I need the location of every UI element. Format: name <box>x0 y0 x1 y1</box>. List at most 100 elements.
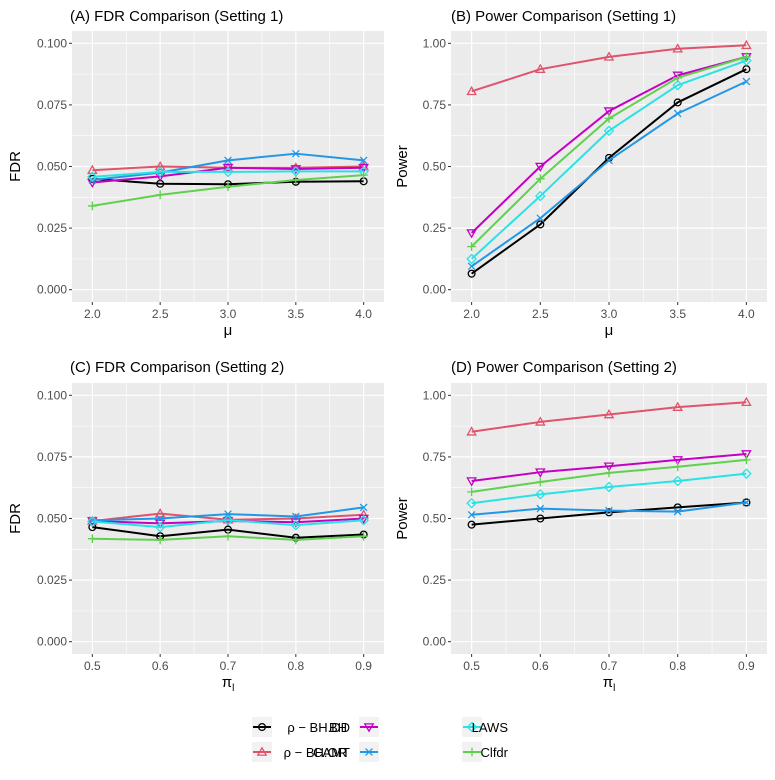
data-point <box>673 507 682 516</box>
legend-label: ρ − BH.DD <box>287 720 350 735</box>
y-axis-title: Power <box>394 497 411 540</box>
series-line <box>471 401 747 433</box>
x-tick-label: 0.9 <box>355 659 372 673</box>
x-tick-label: 3.0 <box>220 307 237 321</box>
data-point <box>290 519 302 531</box>
data-point <box>224 156 232 165</box>
data-point <box>741 455 751 465</box>
data-point <box>534 489 546 500</box>
series-LAWS <box>466 468 752 509</box>
data-point <box>222 163 234 174</box>
legend-label: Clfdr <box>481 745 509 760</box>
data-point <box>466 497 477 509</box>
legend-label: LAWS <box>472 720 509 735</box>
gridlines <box>72 383 384 654</box>
y-tick-label: 0.025 <box>37 573 67 587</box>
data-point <box>603 481 615 493</box>
data-point <box>466 253 477 265</box>
data-point <box>467 510 476 519</box>
data-point <box>673 109 682 118</box>
panel-title: (A) FDR Comparison (Setting 1) <box>70 8 283 25</box>
legend-item-ρ−BH.OR: ρ − BH.OR <box>252 742 347 762</box>
data-point <box>741 468 752 479</box>
data-point <box>359 503 368 512</box>
gridlines <box>451 383 767 654</box>
data-point <box>603 51 615 61</box>
panel-title: (D) Power Comparison (Setting 2) <box>451 359 677 376</box>
data-point <box>672 71 684 81</box>
panel-d-power-setting-2: (D) Power Comparison (Setting 2) 0.00 0.25… <box>394 359 767 694</box>
data-point <box>605 156 613 165</box>
legend-item-LAWS: LAWS <box>462 717 508 737</box>
data-point <box>88 176 97 184</box>
data-point <box>359 170 369 180</box>
y-tick-label: 0.050 <box>37 512 67 526</box>
x-tick-label: 0.7 <box>601 659 618 673</box>
panel-b-power-setting-1: (B) Power Comparison (Setting 1) 0.00 0.25… <box>394 8 767 339</box>
series-line <box>470 55 747 234</box>
data-point <box>87 516 98 527</box>
data-point <box>534 162 546 173</box>
y-tick-label: 0.25 <box>423 573 447 587</box>
x-tick-label: 4.0 <box>355 307 372 321</box>
legend-key-marker <box>467 747 477 757</box>
series-LAWS <box>87 514 369 533</box>
data-point <box>603 107 615 117</box>
legend-key-marker <box>256 746 268 756</box>
data-point <box>535 174 545 184</box>
series-line <box>471 452 747 483</box>
data-point <box>673 98 682 107</box>
legend-item-Clfdr: Clfdr <box>462 742 509 762</box>
data-point <box>535 477 545 487</box>
x-tick-label: 2.0 <box>463 307 480 321</box>
data-point <box>87 171 98 183</box>
data-point <box>741 396 752 407</box>
legend-item-BH: BH <box>252 717 347 737</box>
legend-key-marker <box>257 722 267 732</box>
series-line <box>471 501 747 526</box>
data-point <box>536 504 545 513</box>
y-tick-label: 0.00 <box>423 283 447 297</box>
data-point <box>466 426 477 436</box>
data-point <box>291 149 300 158</box>
data-point <box>224 510 232 518</box>
data-point <box>536 514 545 523</box>
data-point <box>741 39 752 50</box>
y-tick-label: 0.100 <box>37 36 67 50</box>
data-point <box>672 401 684 411</box>
y-tick-label: 0.075 <box>37 98 67 112</box>
y-tick-label: 0.00 <box>423 635 447 649</box>
x-tick-label: 0.5 <box>84 659 101 673</box>
y-tick-label: 0.050 <box>37 160 67 174</box>
data-point <box>467 242 477 251</box>
data-point <box>534 190 546 202</box>
panel-title: (B) Power Comparison (Setting 1) <box>451 8 676 25</box>
series-line <box>471 44 747 93</box>
data-point <box>291 512 300 521</box>
series-CAMT <box>467 77 751 271</box>
data-point <box>358 160 369 171</box>
legend-item-ρ−BH.DD: ρ − BH.DD <box>287 717 379 737</box>
x-tick-label: 4.0 <box>738 307 755 321</box>
y-tick-label: 0.100 <box>37 388 67 402</box>
series-Clfdr <box>87 170 369 211</box>
data-point <box>741 55 752 66</box>
legend-item-CAMT: CAMT <box>313 742 379 762</box>
y-axis-title: FDR <box>7 503 24 534</box>
data-point <box>154 160 166 171</box>
data-point <box>741 52 751 62</box>
series-line <box>471 472 747 505</box>
data-point <box>155 535 165 545</box>
data-point <box>359 156 368 165</box>
gridlines <box>451 31 767 302</box>
series-CAMT <box>467 498 751 519</box>
data-point <box>222 517 234 527</box>
series-group <box>87 149 369 211</box>
y-axis-title: Power <box>394 145 411 188</box>
y-tick-label: 0.50 <box>423 512 447 526</box>
panel-c-fdr-setting-2: (C) FDR Comparison (Setting 2) 0.000 0.025… <box>7 359 384 694</box>
data-point <box>466 229 477 239</box>
legend-label: CAMT <box>313 745 350 760</box>
y-tick-label: 0.75 <box>423 98 447 112</box>
data-point <box>672 79 684 91</box>
